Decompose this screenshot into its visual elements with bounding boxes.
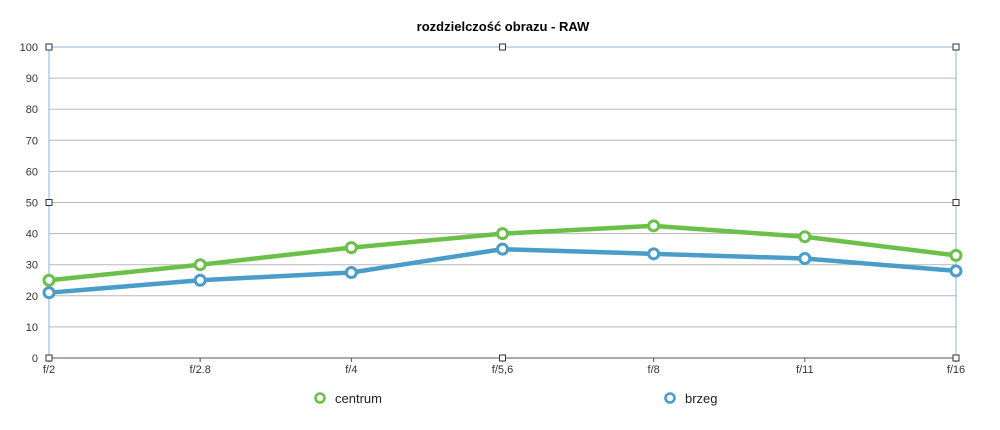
selection-handle <box>45 354 53 362</box>
data-point-centrum-0 <box>42 273 56 287</box>
y-tick-label-0: 0 <box>32 353 38 365</box>
series-line-brzeg <box>46 246 959 295</box>
selection-handle <box>952 354 960 362</box>
selection-handle <box>499 43 506 51</box>
gridlines <box>49 46 956 359</box>
legend: centrum brzeg <box>314 391 718 406</box>
series-centrum <box>42 219 963 287</box>
y-tick-label-90: 90 <box>26 73 38 85</box>
x-tick-label-3: f/5,6 <box>492 364 513 376</box>
y-tick-label-30: 30 <box>26 260 38 272</box>
data-point-centrum-4 <box>647 219 661 233</box>
selection-handle <box>45 199 53 206</box>
selection-handles <box>45 43 960 362</box>
x-tick-label-1: f/2.8 <box>189 364 210 376</box>
legend-marker-brzeg <box>664 392 676 404</box>
data-point-brzeg-1 <box>193 273 207 287</box>
y-tick-label-50: 50 <box>26 198 38 210</box>
series-lines <box>42 219 963 300</box>
data-point-brzeg-6 <box>949 264 963 278</box>
legend-label-centrum: centrum <box>335 391 382 406</box>
data-point-brzeg-5 <box>798 251 812 265</box>
y-tick-label-40: 40 <box>26 229 38 241</box>
data-point-brzeg-0 <box>42 286 56 300</box>
selection-handle <box>952 43 960 51</box>
data-point-centrum-6 <box>949 248 963 262</box>
data-point-centrum-3 <box>496 227 509 241</box>
y-tick-label-100: 100 <box>20 42 38 54</box>
x-tick-label-2: f/4 <box>345 364 357 376</box>
y-axis-ticks: 0 10 20 30 40 50 60 70 80 90 100 <box>20 42 38 365</box>
y-tick-label-80: 80 <box>26 104 38 116</box>
selection-handle <box>952 199 960 206</box>
y-tick-label-70: 70 <box>26 135 38 147</box>
x-tick-label-6: f/16 <box>947 364 965 376</box>
data-point-centrum-2 <box>344 241 358 255</box>
selection-handle <box>45 43 53 51</box>
y-tick-label-10: 10 <box>26 322 38 334</box>
y-tick-label-60: 60 <box>26 166 38 178</box>
y-tick-label-20: 20 <box>26 291 38 303</box>
legend-label-brzeg: brzeg <box>685 391 718 406</box>
data-point-brzeg-3 <box>496 242 509 256</box>
chart-title: rozdzielczość obrazu - RAW <box>417 19 590 34</box>
legend-marker-centrum <box>314 392 326 404</box>
data-point-centrum-1 <box>193 258 207 272</box>
x-tick-label-4: f/8 <box>648 364 660 376</box>
selection-handle <box>499 354 506 362</box>
x-tick-label-5: f/11 <box>796 364 814 376</box>
x-tick-label-0: f/2 <box>43 364 55 376</box>
series-brzeg <box>42 242 963 300</box>
data-point-centrum-5 <box>798 230 812 244</box>
data-point-brzeg-2 <box>344 265 358 279</box>
data-point-brzeg-4 <box>647 247 661 261</box>
